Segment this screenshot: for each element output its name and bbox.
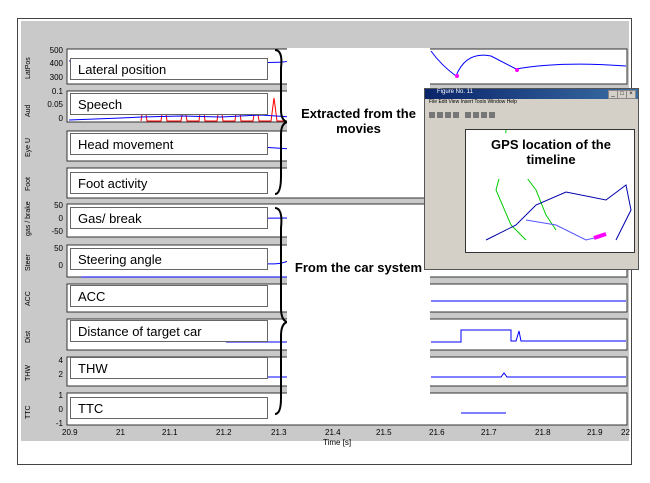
gps-highlight	[593, 232, 607, 240]
xtick: 20.9	[62, 428, 78, 437]
xtick: 21.1	[162, 428, 178, 437]
label-head: Head movement	[70, 133, 268, 155]
xtick: 21.6	[429, 428, 445, 437]
ylabel-ttc: TTC	[25, 405, 32, 419]
xtick: 21.7	[481, 428, 497, 437]
ytick: 0.05	[47, 100, 63, 109]
ylabel-aud: Aud	[25, 104, 32, 117]
gps-window-title: Figure No. 11	[425, 89, 638, 99]
gps-callout: GPS location of the timeline	[476, 133, 626, 179]
gps-toolbar[interactable]	[425, 106, 638, 118]
label-acc: ACC	[70, 285, 268, 307]
label-ttc: TTC	[70, 397, 268, 419]
label-speech: Speech	[70, 93, 268, 115]
latpos-marker	[455, 74, 459, 78]
latpos-trace-right	[430, 50, 627, 77]
latpos-marker-2	[515, 68, 519, 72]
label-dist: Distance of target car	[70, 320, 268, 342]
ytick: 300	[49, 73, 63, 82]
xtick: 21	[116, 428, 125, 437]
car-system-note: From the car system	[287, 205, 430, 417]
speech-blue-trace	[68, 114, 292, 121]
gps-blue-track	[485, 184, 632, 241]
label-thw: THW	[70, 357, 268, 379]
ylabel-gas: gas / brake	[25, 201, 32, 236]
label-gas: Gas/ break	[70, 207, 268, 229]
xtick: 21.9	[587, 428, 603, 437]
gps-figure-window[interactable]: Figure No. 11 _ □ × File Edit View Inser…	[424, 88, 639, 270]
x-axis-label: Time [s]	[323, 438, 352, 447]
ytick: 0	[58, 405, 63, 414]
ytick: 2	[58, 370, 63, 379]
ytick: 0	[58, 214, 63, 223]
ytick: 400	[49, 59, 63, 68]
ylabel-steer: Steer	[25, 254, 32, 271]
ytick: 4	[58, 356, 63, 365]
ytick: -50	[51, 227, 63, 236]
ytick: 500	[49, 46, 63, 55]
gps-green-track-2	[520, 169, 557, 231]
ytick: 0	[58, 114, 63, 123]
xtick: 21.4	[325, 428, 341, 437]
gps-menu-bar[interactable]: File Edit View Insert Tools Window Help	[429, 99, 517, 105]
ytick: 50	[54, 201, 63, 210]
ylabel-dist: Dist	[25, 330, 32, 343]
close-button[interactable]: ×	[626, 90, 636, 99]
ylabel-thw: THW	[25, 365, 32, 381]
ytick: -1	[55, 419, 63, 428]
ytick: 50	[54, 244, 63, 253]
ylabel-latpos: LatPos	[25, 57, 32, 79]
label-foot: Foot activity	[70, 172, 268, 194]
label-steer: Steering angle	[70, 248, 268, 270]
ylabel-eye: Eye U	[25, 137, 32, 157]
xtick: 22	[621, 428, 630, 437]
movies-note: Extracted from the movies	[287, 48, 430, 194]
ytick: 0	[58, 261, 63, 270]
xtick: 21.5	[376, 428, 392, 437]
label-lateral: Lateral position	[70, 58, 268, 80]
ytick: 1	[58, 391, 63, 400]
xtick: 21.3	[271, 428, 287, 437]
xtick: 21.2	[216, 428, 232, 437]
ytick: 0.1	[51, 87, 63, 96]
ylabel-foot: Foot	[25, 176, 32, 191]
ylabel-acc: ACC	[25, 291, 32, 306]
xtick: 21.8	[535, 428, 551, 437]
